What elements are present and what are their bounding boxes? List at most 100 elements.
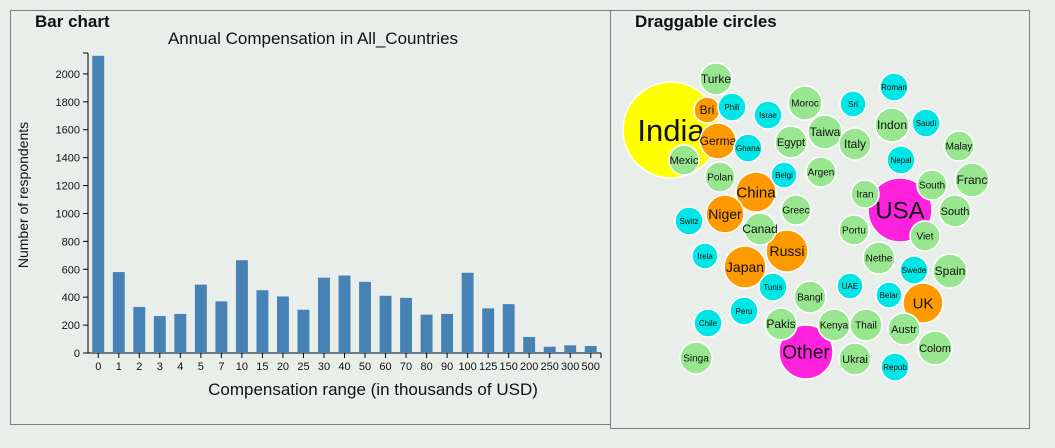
bubble-circle[interactable] <box>875 281 903 309</box>
bubble-iran[interactable]: Iran <box>850 179 880 209</box>
bubble-circle[interactable] <box>932 253 968 289</box>
bubble-circle[interactable] <box>887 312 921 346</box>
bubble-circle[interactable] <box>733 133 763 163</box>
bubble-circle[interactable] <box>805 156 837 188</box>
bubble-circle[interactable] <box>862 241 896 275</box>
bubble-circle[interactable] <box>674 206 704 236</box>
bubble-circle[interactable] <box>874 107 910 143</box>
bubble-circle[interactable] <box>743 212 777 246</box>
bubble-circle[interactable] <box>735 171 777 213</box>
bubble-circle[interactable] <box>699 62 733 96</box>
bubble-niger[interactable]: Niger <box>705 194 745 234</box>
bubble-roman[interactable]: Roman <box>879 72 909 102</box>
bubble-circle[interactable] <box>729 296 759 326</box>
bubble-tunis[interactable]: Tunis <box>758 272 788 302</box>
bubble-pakis[interactable]: Pakis <box>764 307 798 341</box>
bubble-greec[interactable]: Greec <box>780 194 812 226</box>
bubble-south[interactable]: South <box>938 194 972 228</box>
bubble-circle[interactable] <box>787 85 823 121</box>
bubble-circle[interactable] <box>817 308 851 342</box>
bubble-portu[interactable]: Portu <box>838 214 870 246</box>
bubble-circle[interactable] <box>909 220 941 252</box>
bubble-bri[interactable]: Bri <box>693 96 721 124</box>
bubble-circle[interactable] <box>916 169 948 201</box>
bubble-peru[interactable]: Peru <box>729 296 759 326</box>
bubble-taiwa[interactable]: Taiwa <box>807 114 843 150</box>
bubble-circle[interactable] <box>807 114 843 150</box>
bubble-colom[interactable]: Colom <box>917 330 953 366</box>
bubble-saudi[interactable]: Saudi <box>911 108 941 138</box>
bubble-circle[interactable] <box>938 194 972 228</box>
bubble-circle[interactable] <box>899 255 929 285</box>
bubble-ukrai[interactable]: Ukrai <box>838 342 872 376</box>
bubble-switz[interactable]: Switz <box>674 206 704 236</box>
bubble-south[interactable]: South <box>916 169 948 201</box>
bubble-circle[interactable] <box>838 214 870 246</box>
bubble-circle[interactable] <box>765 229 809 273</box>
bubble-circle[interactable] <box>758 272 788 302</box>
bubble-circle[interactable] <box>793 280 827 314</box>
bubble-circle[interactable] <box>679 341 713 375</box>
bubble-russi[interactable]: Russi <box>765 229 809 273</box>
bubble-moroc[interactable]: Moroc <box>787 85 823 121</box>
bubble-circle[interactable] <box>838 127 872 161</box>
bubble-canad[interactable]: Canad <box>742 212 778 246</box>
bubble-mexic[interactable]: Mexic <box>668 144 700 176</box>
bubble-circle[interactable] <box>850 179 880 209</box>
bubble-circle[interactable] <box>943 130 975 162</box>
bubble-circle[interactable] <box>691 242 719 270</box>
bubble-circle[interactable] <box>774 125 808 159</box>
bubble-polan[interactable]: Polan <box>704 161 736 193</box>
bubble-malay[interactable]: Malay <box>943 130 975 162</box>
bubble-circle[interactable] <box>693 308 723 338</box>
bubble-nethe[interactable]: Nethe <box>862 241 896 275</box>
bubble-germa[interactable]: Germa <box>699 122 737 160</box>
bubble-swede[interactable]: Swede <box>899 255 929 285</box>
bubble-irela[interactable]: Irela <box>691 242 719 270</box>
bubble-circle[interactable] <box>954 162 990 198</box>
bubble-circle[interactable] <box>836 272 864 300</box>
bubble-china[interactable]: China <box>735 171 777 213</box>
bubble-austr[interactable]: Austr <box>887 312 921 346</box>
bubble-circle[interactable] <box>704 161 736 193</box>
bubble-argen[interactable]: Argen <box>805 156 837 188</box>
bubble-italy[interactable]: Italy <box>838 127 872 161</box>
bubble-repub[interactable]: Repub <box>880 352 910 382</box>
bubble-circle[interactable] <box>778 324 834 380</box>
bubble-circle[interactable] <box>668 144 700 176</box>
bubble-circle[interactable] <box>880 352 910 382</box>
bubble-other[interactable]: Other <box>778 324 834 380</box>
bubble-singa[interactable]: Singa <box>679 341 713 375</box>
bubble-israe[interactable]: Israe <box>753 100 783 130</box>
bubble-japan[interactable]: Japan <box>723 245 767 289</box>
bubble-phili[interactable]: Phili <box>717 92 747 122</box>
bubble-viet[interactable]: Viet <box>909 220 941 252</box>
bubble-belgi[interactable]: Belgi <box>770 161 798 189</box>
bubble-circle[interactable] <box>911 108 941 138</box>
bubble-circle[interactable] <box>886 145 916 175</box>
bubble-circle[interactable] <box>879 72 909 102</box>
bubble-spain[interactable]: Spain <box>932 253 968 289</box>
bubble-chile[interactable]: Chile <box>693 308 723 338</box>
bubble-circle[interactable] <box>753 100 783 130</box>
bubble-sri[interactable]: Sri <box>839 90 867 118</box>
bubble-indon[interactable]: Indon <box>874 107 910 143</box>
bubble-kenya[interactable]: Kenya <box>817 308 851 342</box>
bubble-circle[interactable] <box>723 245 767 289</box>
bubble-franc[interactable]: Franc <box>954 162 990 198</box>
bubble-uk[interactable]: UK <box>902 282 944 324</box>
bubble-ghana[interactable]: Ghana <box>733 133 763 163</box>
bubble-turke[interactable]: Turke <box>699 62 733 96</box>
bubble-circle[interactable] <box>838 342 872 376</box>
bubble-thail[interactable]: Thail <box>849 308 883 342</box>
bubble-circle[interactable] <box>902 282 944 324</box>
bubble-circle[interactable] <box>717 92 747 122</box>
bubble-belar[interactable]: Belar <box>875 281 903 309</box>
bubble-circle[interactable] <box>917 330 953 366</box>
bubble-nepal[interactable]: Nepal <box>886 145 916 175</box>
bubble-bangl[interactable]: Bangl <box>793 280 827 314</box>
bubble-circle[interactable] <box>770 161 798 189</box>
bubble-circle[interactable] <box>839 90 867 118</box>
bubble-circle[interactable] <box>780 194 812 226</box>
bubble-egypt[interactable]: Egypt <box>774 125 808 159</box>
